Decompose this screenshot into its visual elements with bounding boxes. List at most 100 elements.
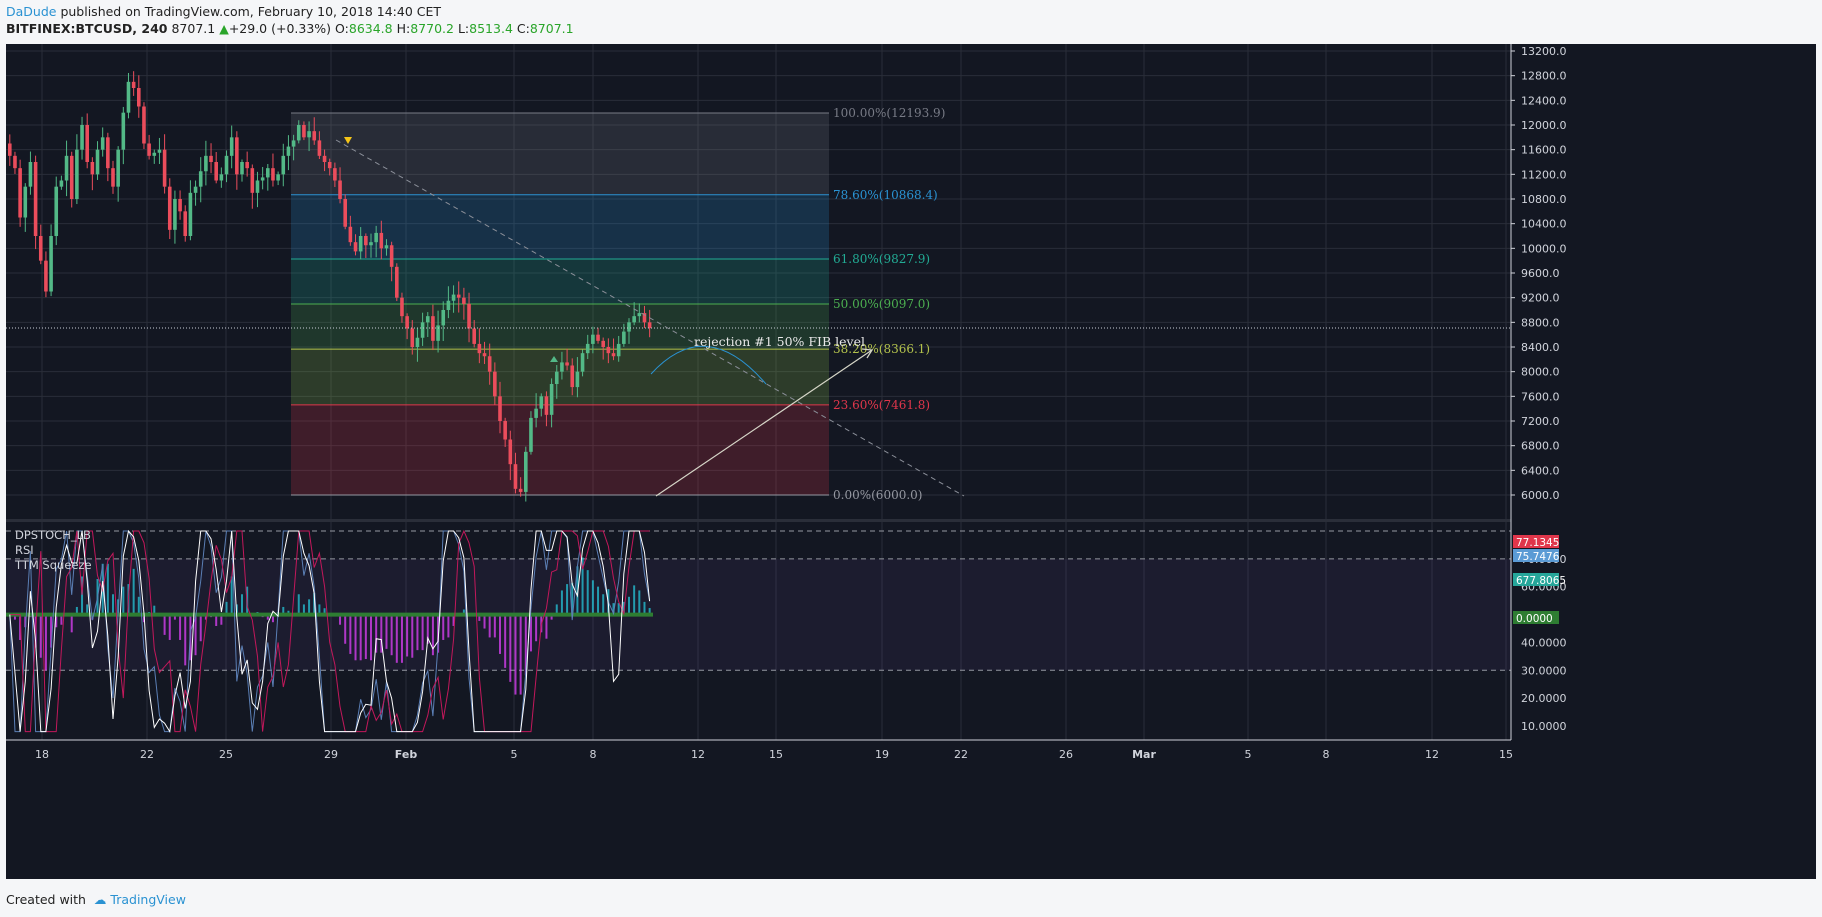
date-tick-label: 29 xyxy=(324,748,338,761)
price-tick-label: 12000.0 xyxy=(1521,119,1567,132)
candle-body xyxy=(240,162,244,175)
candle-body xyxy=(54,186,59,236)
price-tick-label: 12400.0 xyxy=(1521,94,1567,107)
candle-body xyxy=(415,337,420,347)
footer: Created with ☁ TradingView xyxy=(6,892,186,907)
candle-body xyxy=(539,396,544,409)
candle-body xyxy=(85,125,89,162)
candle-body xyxy=(162,149,167,187)
candle-body xyxy=(580,353,585,372)
tradingview-link[interactable]: TradingView xyxy=(110,892,186,907)
publish-info: DaDude published on TradingView.com, Feb… xyxy=(6,4,441,20)
high-value: 8770.2 xyxy=(410,21,454,36)
candle-body xyxy=(493,371,497,397)
squeeze-bar xyxy=(488,614,491,638)
candle-body xyxy=(302,125,306,138)
squeeze-bar xyxy=(282,606,285,615)
price-tick-label: 11200.0 xyxy=(1521,168,1567,181)
squeeze-bar xyxy=(390,614,393,656)
time-axis[interactable]: 18 22 25 29 Feb 5 8 12 15 19 22 26 Mar 5 8 12 15 xyxy=(6,739,1513,761)
squeeze-bar xyxy=(462,609,465,615)
squeeze-bar xyxy=(597,586,600,615)
squeeze-bar xyxy=(230,576,233,615)
last-price: 8707.1 xyxy=(171,21,216,36)
squeeze-bar xyxy=(560,590,563,615)
squeeze-bar xyxy=(75,606,78,615)
candle-body xyxy=(183,211,188,236)
squeeze-bar xyxy=(163,614,166,635)
arc-drawing[interactable] xyxy=(650,345,767,385)
fib-retracement[interactable]: 100.00%(12193.9) 78.60%(10868.4) 61.80%(98… xyxy=(291,106,945,502)
uptrend-arrow[interactable] xyxy=(655,349,873,497)
squeeze-bar xyxy=(416,614,419,651)
candle-body xyxy=(606,347,611,354)
price-tick-label: 8400.0 xyxy=(1521,341,1560,354)
candle-body xyxy=(549,384,554,415)
indicator-pane xyxy=(6,529,1511,734)
squeeze-bar xyxy=(225,601,228,615)
triangle-down-icon xyxy=(344,137,352,144)
chart-canvas[interactable]: 100.00%(12193.9) 78.60%(10868.4) 61.80%(98… xyxy=(6,44,1816,879)
value-badge-label: 677.8065 xyxy=(1516,575,1566,587)
candle-body xyxy=(296,125,301,141)
candle-body xyxy=(627,322,631,332)
price-change: +29.0 (+0.33%) xyxy=(228,21,332,36)
fib-zone xyxy=(291,258,829,305)
indicator-tick-label: 10.0000 xyxy=(1521,720,1567,733)
candle-body xyxy=(23,186,28,218)
date-tick-label: 25 xyxy=(219,748,233,761)
price-axis[interactable]: 13200.0 12800.0 12400.0 12000.0 11600.0 11200… xyxy=(1510,44,1816,879)
squeeze-bar xyxy=(370,614,372,661)
date-tick-label: 12 xyxy=(691,748,705,761)
candle-body xyxy=(529,417,533,452)
symbol-label: BITFINEX:BTCUSD, 240 xyxy=(6,21,168,36)
up-arrow-icon: ▲ xyxy=(219,21,229,36)
squeeze-bar xyxy=(339,614,342,625)
candle-body xyxy=(250,168,255,193)
date-tick-label: 18 xyxy=(35,748,49,761)
candle-body xyxy=(503,421,507,440)
fib-zone xyxy=(291,194,829,259)
squeeze-bar xyxy=(153,605,156,615)
candle-body xyxy=(544,396,549,415)
triangle-up-icon xyxy=(550,356,558,362)
squeeze-bar xyxy=(55,614,58,628)
candle-body xyxy=(374,232,378,243)
price-tick-label: 10400.0 xyxy=(1521,218,1567,231)
downtrend-line[interactable] xyxy=(335,139,965,497)
indicator-tick-label: 20.0000 xyxy=(1521,692,1567,705)
squeeze-bar xyxy=(550,614,553,620)
squeeze-bar xyxy=(323,608,326,615)
candle-body xyxy=(198,171,203,187)
open-label: O: xyxy=(335,21,349,36)
squeeze-bar xyxy=(431,614,434,656)
author-link[interactable]: DaDude xyxy=(6,4,57,19)
price-tick-label: 6000.0 xyxy=(1521,489,1560,502)
candle-body xyxy=(364,236,368,246)
squeeze-bar xyxy=(622,601,625,615)
candle-body xyxy=(38,236,43,261)
squeeze-bar xyxy=(179,614,182,640)
annotation-text: rejection #1 50% FIB level xyxy=(694,334,865,349)
squeeze-bar xyxy=(13,614,16,620)
drawings: rejection #1 50% FIB level xyxy=(335,137,965,497)
open-value: 8634.8 xyxy=(348,21,393,36)
date-tick-label: 5 xyxy=(511,748,518,761)
fib-level-label: 100.00%(12193.9) xyxy=(833,106,945,120)
squeeze-bar xyxy=(514,614,517,695)
price-tick-label: 13200.0 xyxy=(1521,45,1567,58)
candle-body xyxy=(575,371,580,388)
arrow-head-icon xyxy=(861,348,874,359)
indicator-legend: DPSTOCH_LB RSI TTM Squeeze xyxy=(14,528,92,572)
squeeze-bar xyxy=(241,594,243,615)
candle-body xyxy=(585,343,590,354)
date-tick-label: 15 xyxy=(1499,748,1513,761)
candle-body xyxy=(647,322,652,329)
squeeze-bar xyxy=(70,614,73,633)
date-tick-label: 26 xyxy=(1059,748,1073,761)
rsi-line xyxy=(9,529,651,734)
candle-body xyxy=(338,180,342,199)
candle-body xyxy=(327,162,332,169)
candle-body xyxy=(312,131,317,141)
squeeze-bar xyxy=(452,614,455,626)
